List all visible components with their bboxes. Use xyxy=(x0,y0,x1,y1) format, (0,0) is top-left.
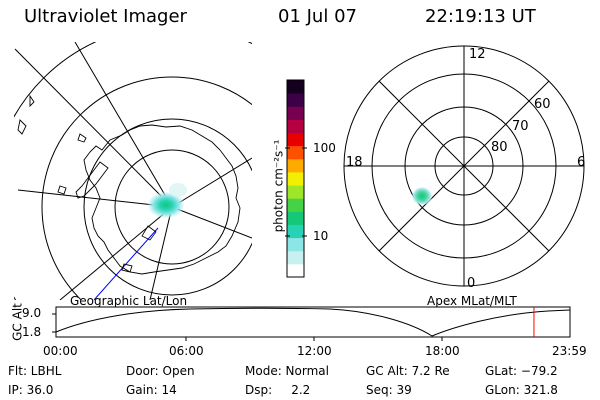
time-tick-0600: 06:00 xyxy=(169,344,204,358)
island-3 xyxy=(77,133,87,143)
geographic-panel-label: Geographic Lat/Lon xyxy=(70,294,188,308)
gc-alt-status: GC Alt: 7.2 Re xyxy=(366,364,450,378)
geo-meridian-4 xyxy=(171,206,252,239)
color-scale-segment xyxy=(287,211,304,225)
geo-meridian-3 xyxy=(171,157,252,208)
altitude-plot-frame xyxy=(55,306,571,338)
south-america-tip xyxy=(17,94,35,135)
geo-lat-circle-3 xyxy=(83,118,252,296)
seq-status: Seq: 39 xyxy=(366,383,412,397)
altitude-plot xyxy=(52,306,571,341)
color-scale-segment xyxy=(287,185,304,199)
color-scale-segment xyxy=(287,93,304,107)
door-status: Door: Open xyxy=(126,364,195,378)
magnetic-panel-label: Apex MLat/MLT xyxy=(427,294,517,308)
geo-meridian-5 xyxy=(17,189,173,208)
filter-status: Flt: LBHL xyxy=(8,364,62,378)
geo-meridian-1 xyxy=(14,48,173,208)
geo-meridian-2 xyxy=(74,42,173,208)
geo-dayside-line xyxy=(93,227,159,300)
color-scale-segment xyxy=(287,80,304,94)
aurora-emission-mag xyxy=(412,187,432,205)
dsp-status: Dsp: 2.2 xyxy=(245,383,311,397)
gain-status: Gain: 14 xyxy=(126,383,177,397)
date-label: 01 Jul 07 xyxy=(278,6,357,27)
mlat-label-70: 70 xyxy=(512,119,529,134)
mlt-label-0: 0 xyxy=(467,276,476,291)
color-scale-frame xyxy=(286,79,305,278)
mlat-label-60: 60 xyxy=(534,97,551,112)
geo-lat-circle-2 xyxy=(41,76,252,300)
color-scale-segment xyxy=(287,198,304,212)
antarctic-peninsula xyxy=(75,161,109,199)
island-2 xyxy=(121,263,133,273)
color-scale-segment xyxy=(287,158,304,173)
geo-meridian-7 xyxy=(149,206,173,300)
mlt-label-12: 12 xyxy=(469,47,486,62)
altitude-tick-1-8: 1.8 xyxy=(22,325,42,339)
ip-status: IP: 36.0 xyxy=(8,383,54,397)
time-tick-0000: 00:00 xyxy=(43,344,78,358)
color-scale-tick-10: 10 xyxy=(313,229,329,243)
time-label: 22:19:13 UT xyxy=(425,6,536,27)
island-1 xyxy=(57,185,67,195)
color-scale-segment xyxy=(287,250,304,265)
time-tick-1200: 12:00 xyxy=(297,344,332,358)
mlt-label-18: 18 xyxy=(346,155,363,170)
instrument-title: Ultraviolet Imager xyxy=(24,6,187,27)
altitude-curve xyxy=(55,307,571,337)
color-scale-segment xyxy=(287,237,304,252)
color-scale-segment xyxy=(287,263,304,278)
mlt-line-diag-2 xyxy=(378,80,550,252)
color-scale-segment xyxy=(287,224,304,239)
geo-lat-circle-inner xyxy=(114,149,230,265)
geo-meridian-6 xyxy=(59,206,173,300)
color-scale-segment xyxy=(287,171,304,186)
color-scale-unit-label: photon cm⁻²s⁻¹ xyxy=(271,139,286,233)
color-scale-segment xyxy=(287,106,304,120)
color-scale-bar xyxy=(286,79,305,278)
color-scale-segment xyxy=(287,119,304,134)
mlat-label-80: 80 xyxy=(491,140,508,155)
geographic-map-panel xyxy=(14,42,252,300)
color-scale-tick-100: 100 xyxy=(313,141,336,155)
antarctica-coastline xyxy=(83,124,241,275)
color-scale-ticks xyxy=(285,147,307,237)
glon-status: GLon: 321.8 xyxy=(485,383,558,397)
mode-status: Mode: Normal xyxy=(245,364,329,378)
ice-shelf-outline xyxy=(141,225,157,241)
color-scale-segment xyxy=(287,132,304,147)
altitude-tick-9: 9.0 xyxy=(22,306,42,320)
aurora-emission-geo xyxy=(148,192,184,218)
magnetic-polar-plot xyxy=(343,45,585,287)
mlt-label-6: 6 xyxy=(577,155,586,170)
glat-status: GLat: −79.2 xyxy=(485,364,558,378)
aurora-emission-geo-edge xyxy=(169,183,187,197)
time-tick-1800: 18:00 xyxy=(425,344,460,358)
color-scale-segment xyxy=(287,145,304,160)
time-tick-2359: 23:59 xyxy=(552,344,587,358)
